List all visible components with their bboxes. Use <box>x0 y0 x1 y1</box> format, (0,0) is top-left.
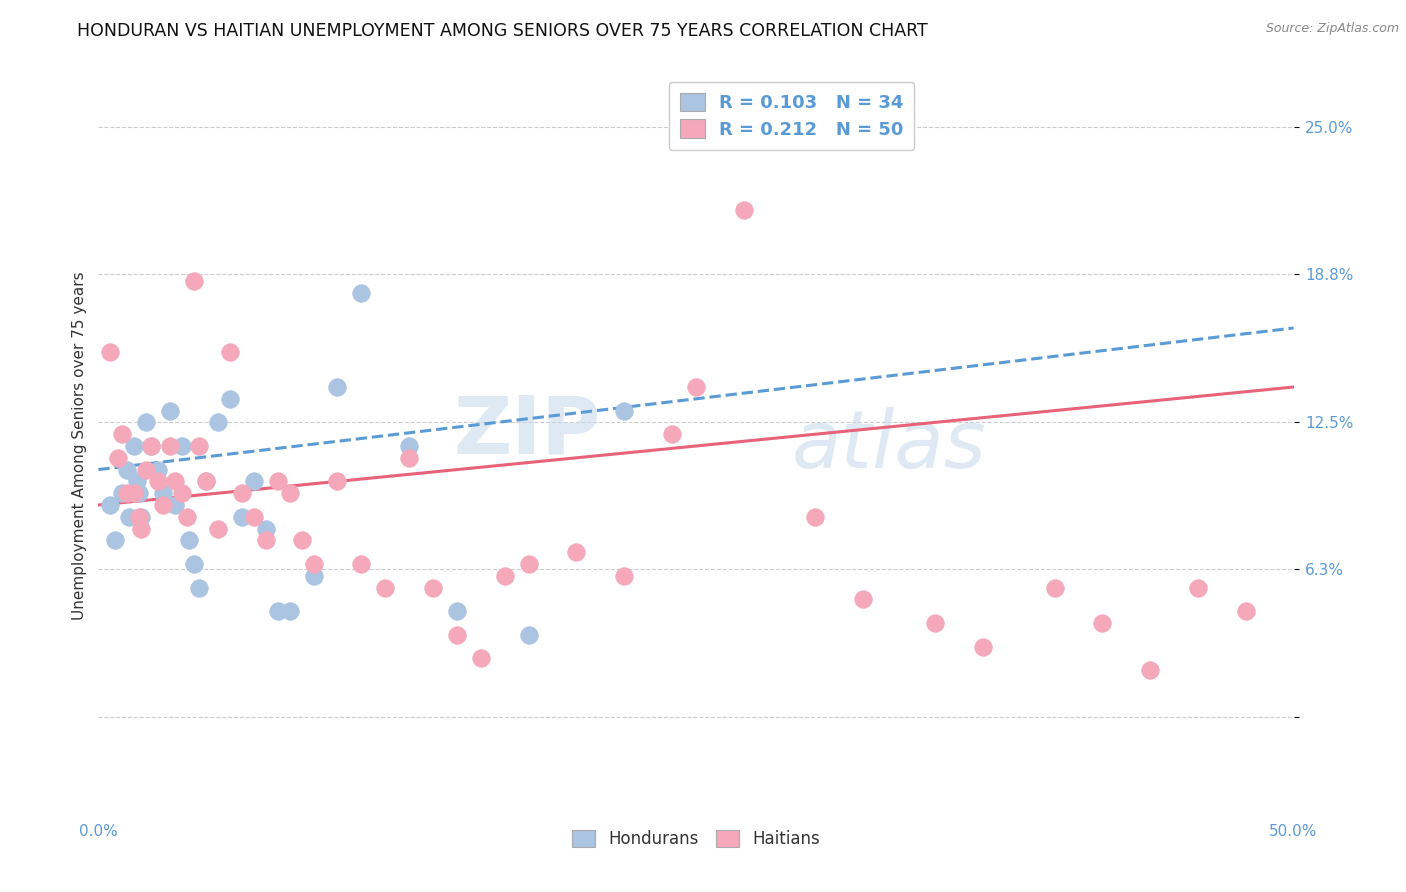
Point <box>152 498 174 512</box>
Point <box>470 651 492 665</box>
Point <box>254 533 277 548</box>
Point <box>163 498 186 512</box>
Point <box>107 450 129 465</box>
Point <box>118 509 141 524</box>
Point <box>128 486 150 500</box>
Point <box>267 475 290 489</box>
Point <box>398 450 420 465</box>
Point <box>446 604 468 618</box>
Point <box>398 439 420 453</box>
Point <box>111 427 134 442</box>
Point <box>254 522 277 536</box>
Text: HONDURAN VS HAITIAN UNEMPLOYMENT AMONG SENIORS OVER 75 YEARS CORRELATION CHART: HONDURAN VS HAITIAN UNEMPLOYMENT AMONG S… <box>77 22 928 40</box>
Point <box>517 557 540 571</box>
Point <box>98 498 122 512</box>
Legend: Hondurans, Haitians: Hondurans, Haitians <box>565 823 827 855</box>
Point <box>183 557 205 571</box>
Point <box>231 486 253 500</box>
Point <box>195 475 218 489</box>
Point <box>565 545 588 559</box>
Point <box>924 615 946 630</box>
Point <box>104 533 127 548</box>
Point <box>374 581 396 595</box>
Point <box>494 568 516 582</box>
Point <box>278 604 301 618</box>
Point <box>278 486 301 500</box>
Point <box>124 486 146 500</box>
Point <box>613 403 636 417</box>
Point <box>1187 581 1209 595</box>
Point <box>124 439 146 453</box>
Point <box>128 509 150 524</box>
Point <box>1234 604 1257 618</box>
Point <box>804 509 827 524</box>
Point <box>159 403 181 417</box>
Point <box>326 380 349 394</box>
Text: atlas: atlas <box>792 407 987 485</box>
Point <box>219 344 242 359</box>
Point <box>517 628 540 642</box>
Point <box>152 486 174 500</box>
Point <box>172 486 194 500</box>
Point <box>187 581 209 595</box>
Point <box>115 462 138 476</box>
Point <box>139 439 162 453</box>
Point <box>350 285 373 300</box>
Y-axis label: Unemployment Among Seniors over 75 years: Unemployment Among Seniors over 75 years <box>72 272 87 620</box>
Point <box>207 416 229 430</box>
Point <box>148 475 170 489</box>
Point <box>446 628 468 642</box>
Text: Source: ZipAtlas.com: Source: ZipAtlas.com <box>1265 22 1399 36</box>
Point <box>159 439 181 453</box>
Point <box>207 522 229 536</box>
Point <box>135 462 157 476</box>
Point <box>243 475 266 489</box>
Point <box>139 439 162 453</box>
Point <box>1043 581 1066 595</box>
Point <box>972 640 994 654</box>
Point <box>661 427 683 442</box>
Point <box>1091 615 1114 630</box>
Point <box>243 509 266 524</box>
Point <box>613 568 636 582</box>
Point <box>1139 663 1161 677</box>
Point <box>422 581 444 595</box>
Point <box>219 392 242 406</box>
Point <box>195 475 218 489</box>
Point <box>852 592 875 607</box>
Point <box>326 475 349 489</box>
Point <box>685 380 707 394</box>
Point <box>115 486 138 500</box>
Point <box>148 462 170 476</box>
Point <box>111 486 134 500</box>
Point <box>163 475 186 489</box>
Point <box>350 557 373 571</box>
Point <box>172 439 194 453</box>
Point <box>125 475 148 489</box>
Point <box>176 509 198 524</box>
Point <box>179 533 201 548</box>
Point <box>131 509 153 524</box>
Point <box>98 344 122 359</box>
Point <box>187 439 209 453</box>
Point <box>302 568 325 582</box>
Point <box>733 202 755 217</box>
Point <box>231 509 253 524</box>
Point <box>135 416 157 430</box>
Point <box>267 604 290 618</box>
Point <box>302 557 325 571</box>
Text: ZIP: ZIP <box>453 392 600 470</box>
Point <box>131 522 153 536</box>
Point <box>291 533 314 548</box>
Point <box>183 274 205 288</box>
